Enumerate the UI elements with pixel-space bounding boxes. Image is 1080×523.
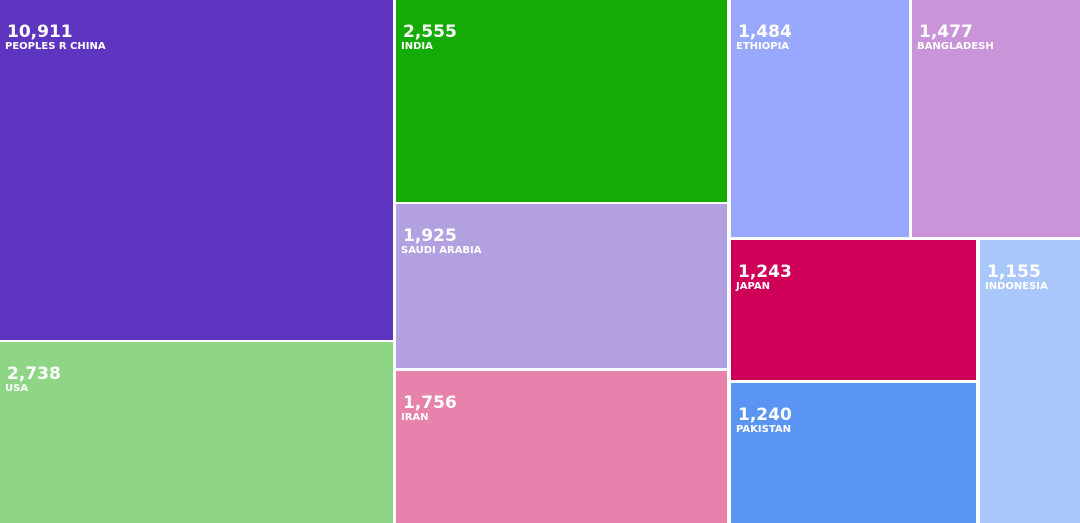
tile <box>396 0 727 202</box>
category-label: IRAN <box>401 412 429 423</box>
category-label: INDIA <box>401 41 433 52</box>
tile <box>980 240 1080 523</box>
tile <box>731 240 976 380</box>
value-label: 1,925 <box>403 226 457 246</box>
tile <box>396 371 727 523</box>
category-label: JAPAN <box>735 281 770 292</box>
value-label: 1,155 <box>987 262 1041 282</box>
category-label: SAUDI ARABIA <box>401 245 482 256</box>
category-label: ETHIOPIA <box>736 41 789 52</box>
value-label: 2,738 <box>7 364 61 384</box>
category-label: PAKISTAN <box>736 424 791 435</box>
tile <box>912 0 1080 237</box>
value-label: 1,477 <box>919 22 973 42</box>
tile <box>396 204 727 368</box>
tile <box>0 0 393 340</box>
category-label: BANGLADESH <box>917 41 994 52</box>
tile <box>731 383 976 523</box>
value-label: 10,911 <box>7 22 73 42</box>
value-label: 1,484 <box>738 22 792 42</box>
category-label: INDONESIA <box>985 281 1048 292</box>
value-label: 2,555 <box>403 22 457 42</box>
category-label: PEOPLES R CHINA <box>5 41 106 52</box>
tile <box>731 0 909 237</box>
value-label: 1,240 <box>738 405 792 425</box>
tile <box>0 342 393 523</box>
value-label: 1,756 <box>403 393 457 413</box>
category-label: USA <box>5 383 28 394</box>
value-label: 1,243 <box>738 262 792 282</box>
